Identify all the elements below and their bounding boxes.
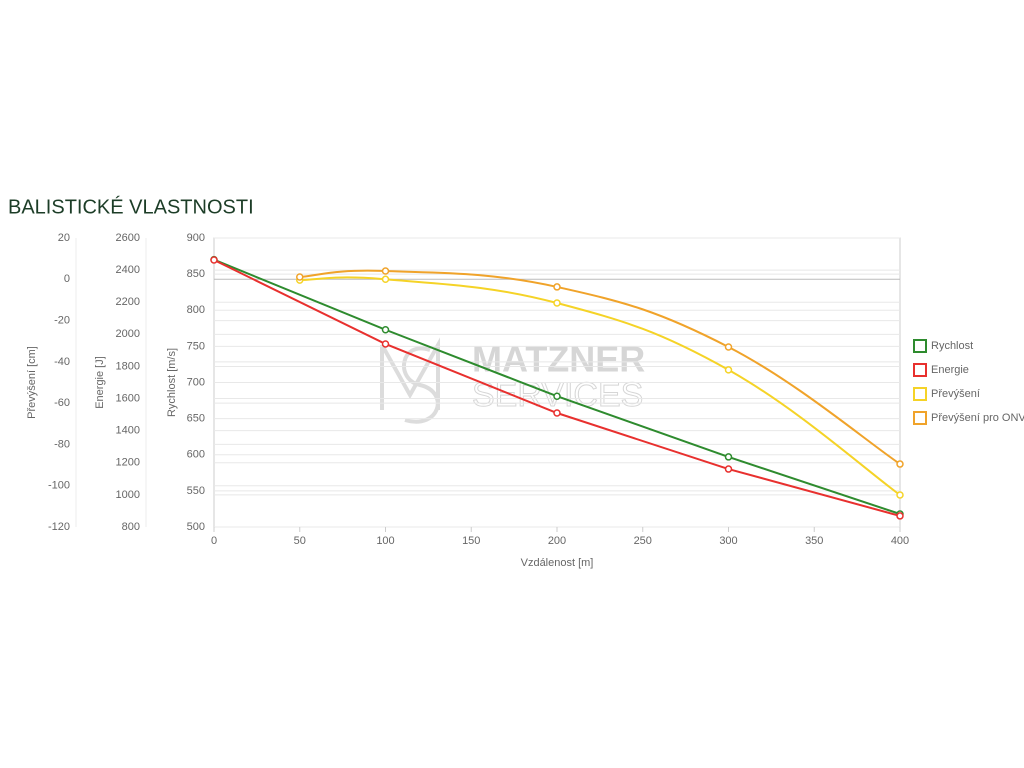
y-tick-label: 500 bbox=[187, 521, 205, 533]
y-tick-label: 850 bbox=[187, 268, 205, 280]
point bbox=[896, 512, 904, 520]
y-tick-label: -80 bbox=[54, 438, 70, 450]
y-tick-label: 900 bbox=[187, 232, 205, 244]
point bbox=[724, 453, 733, 461]
y-tick-label: 1200 bbox=[116, 457, 140, 469]
y-tick-label: 700 bbox=[187, 376, 205, 388]
legend-swatch bbox=[913, 411, 927, 425]
legend-label: Rychlost bbox=[931, 340, 973, 352]
x-tick-label: 50 bbox=[294, 535, 306, 547]
y-tick-label: 2600 bbox=[116, 232, 140, 244]
chart-title: BALISTICKÉ VLASTNOSTI bbox=[8, 195, 254, 218]
legend-swatch bbox=[913, 363, 927, 377]
y-tick-label: 1600 bbox=[116, 392, 140, 404]
y-tick-label: 1800 bbox=[116, 360, 140, 372]
axis-title: Energie [J] bbox=[94, 356, 106, 409]
point bbox=[896, 491, 904, 499]
y-tick-label: -60 bbox=[54, 397, 70, 409]
point bbox=[381, 275, 390, 284]
y-tick-label: 1000 bbox=[116, 489, 140, 501]
y-tick-label: -100 bbox=[48, 480, 70, 492]
x-tick-label: 100 bbox=[376, 535, 394, 547]
point bbox=[896, 460, 904, 468]
x-tick-label: 200 bbox=[548, 535, 566, 547]
axis-title: Rychlost [m/s] bbox=[166, 348, 178, 417]
y-tick-label: 2000 bbox=[116, 328, 140, 340]
legend-label: Převýšení bbox=[931, 388, 980, 400]
series-line bbox=[299, 276, 901, 496]
x-tick-label: 250 bbox=[634, 535, 652, 547]
axis-title: Vzdálenost [m] bbox=[521, 557, 594, 569]
y-tick-label: 0 bbox=[64, 273, 70, 285]
series-line bbox=[299, 269, 901, 465]
point bbox=[381, 340, 390, 348]
y-tick-label: 550 bbox=[187, 485, 205, 497]
y-tick-label: 2200 bbox=[116, 296, 140, 308]
axis-title: Převýšení [cm] bbox=[26, 346, 38, 419]
point bbox=[724, 366, 733, 374]
legend-label: Energie bbox=[931, 364, 969, 376]
point bbox=[553, 409, 561, 417]
y-tick-label: 800 bbox=[187, 304, 205, 316]
point bbox=[553, 283, 561, 291]
y-tick-label: -20 bbox=[54, 314, 70, 326]
y-tick-label: -40 bbox=[54, 356, 70, 368]
point bbox=[381, 326, 390, 334]
y-tick-label: 650 bbox=[187, 413, 205, 425]
watermark-logo bbox=[380, 337, 440, 424]
x-tick-label: 300 bbox=[719, 535, 737, 547]
x-tick-label: 150 bbox=[462, 535, 480, 547]
point bbox=[381, 267, 390, 275]
point bbox=[553, 299, 561, 307]
legend-swatch bbox=[913, 387, 927, 401]
x-tick-label: 0 bbox=[211, 535, 217, 547]
point bbox=[724, 343, 733, 351]
y-tick-label: 800 bbox=[122, 521, 140, 533]
y-tick-label: 600 bbox=[187, 449, 205, 461]
x-tick-label: 350 bbox=[805, 535, 823, 547]
x-tick-label: 400 bbox=[891, 535, 909, 547]
legend-label: Převýšení pro ONV bbox=[931, 412, 1024, 424]
y-tick-label: 1400 bbox=[116, 425, 140, 437]
y-tick-label: 750 bbox=[187, 340, 205, 352]
watermark: MATZNER bbox=[472, 339, 645, 380]
point bbox=[553, 392, 561, 400]
point bbox=[210, 256, 218, 264]
point bbox=[296, 273, 304, 281]
y-tick-label: 2400 bbox=[116, 264, 140, 276]
y-tick-label: -120 bbox=[48, 521, 70, 533]
point bbox=[724, 465, 733, 473]
legend-swatch bbox=[913, 339, 927, 353]
y-tick-label: 20 bbox=[58, 232, 70, 244]
